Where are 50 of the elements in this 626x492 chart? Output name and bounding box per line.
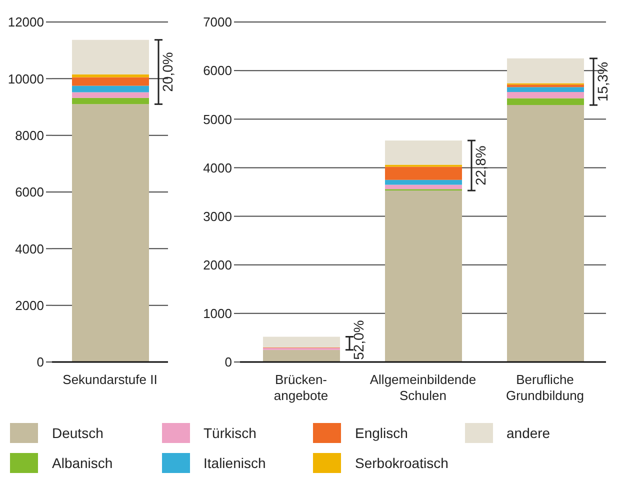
y-tick-label: 2000 <box>203 257 232 272</box>
y-tick-label: 10000 <box>8 71 44 86</box>
y-tick-label: 0 <box>224 354 232 370</box>
legend-label: Türkisch <box>202 424 258 443</box>
bar <box>263 336 340 348</box>
annotation: 22,8% <box>472 146 488 186</box>
bar <box>507 92 584 98</box>
legend-label: Deutsch <box>51 424 104 443</box>
bar <box>385 140 462 165</box>
y-tick-label: 8000 <box>15 128 44 143</box>
bar <box>385 190 462 362</box>
bar <box>263 350 340 362</box>
bar <box>72 104 149 362</box>
bar <box>385 180 462 185</box>
y-tick-label: 12000 <box>8 14 44 30</box>
y-tick-label: 7000 <box>203 14 232 30</box>
bar <box>72 40 149 74</box>
y-tick-label: 6000 <box>203 63 232 78</box>
legend-label: Serbokroatisch <box>354 454 450 473</box>
bar <box>507 87 584 92</box>
annotation: 15,3% <box>594 62 610 102</box>
y-tick-label: 5000 <box>203 112 232 127</box>
legend-label: andere <box>506 424 552 443</box>
y-tick-label: 6000 <box>15 184 44 200</box>
bar <box>385 166 462 180</box>
bar <box>507 98 584 106</box>
bar <box>72 92 149 98</box>
bar <box>72 74 149 78</box>
y-tick-label: 4000 <box>15 241 44 256</box>
x-tick-label: Berufliche Grundbildung <box>506 372 584 403</box>
bar <box>72 98 149 104</box>
bar <box>385 184 462 190</box>
bar <box>507 58 584 84</box>
bar <box>507 105 584 362</box>
y-tick-label: 1000 <box>203 306 232 322</box>
legend-label: Englisch <box>354 424 409 443</box>
bar <box>507 84 584 88</box>
y-tick-label: 4000 <box>203 160 232 176</box>
text: 20,0% <box>160 52 176 92</box>
bar <box>72 77 149 86</box>
legend-label: Italienisch <box>202 454 267 473</box>
x-tick-label: Sekundarstufe II <box>62 372 158 387</box>
x-tick-label: Brücken-angebote <box>274 372 328 403</box>
x-tick-label: Allgemeinbildende Schulen <box>370 372 476 403</box>
legend-label: Albanisch <box>51 454 114 473</box>
y-tick-label: 3000 <box>203 208 232 224</box>
annotation: 52,0% <box>350 320 366 360</box>
bar <box>72 86 149 92</box>
y-tick-label: 0 <box>36 354 44 370</box>
y-tick-label: 2000 <box>15 298 44 313</box>
